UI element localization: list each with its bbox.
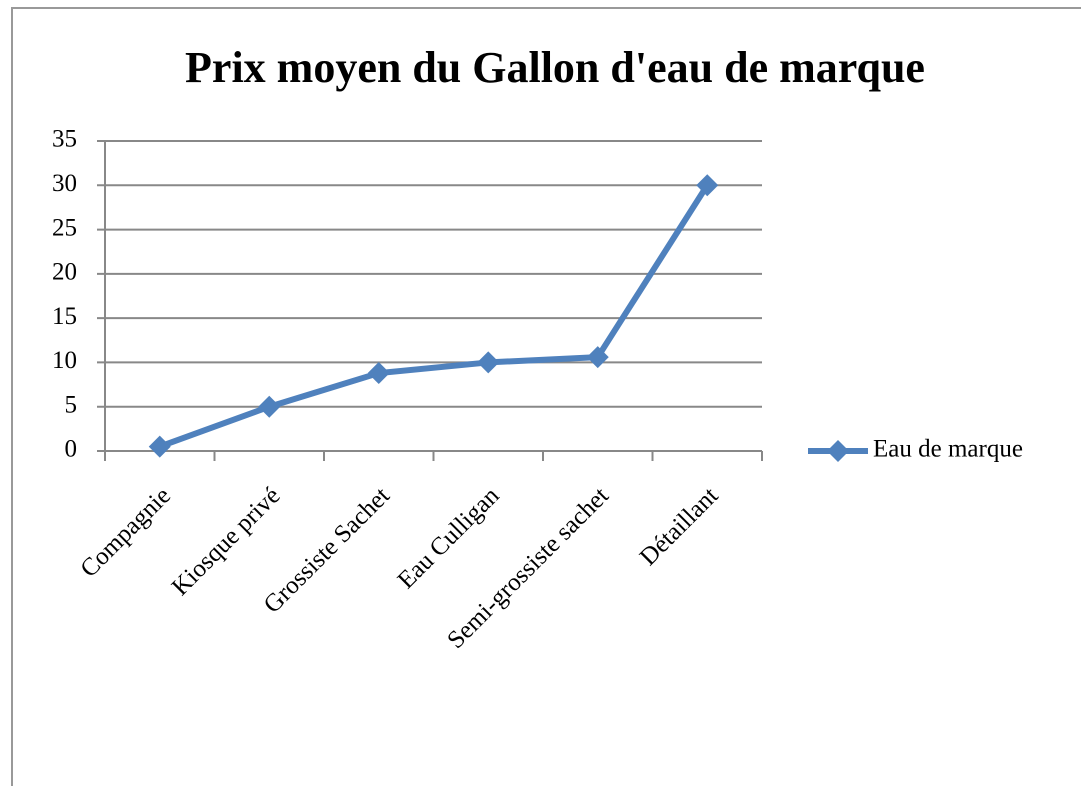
data-point [367, 362, 390, 385]
y-tick-label: 35 [52, 126, 77, 153]
y-tick-label: 20 [52, 259, 77, 286]
x-tick-label: Eau Culligan [393, 482, 505, 594]
data-point [586, 346, 609, 369]
chart-title: Prix moyen du Gallon d'eau de marque [185, 43, 925, 92]
x-tick-label: Kiosque privé [167, 482, 286, 601]
y-tick-label: 0 [65, 436, 78, 463]
x-tick-label: Détaillant [635, 482, 724, 571]
series-line [158, 183, 710, 450]
data-point [148, 435, 171, 458]
y-tick-label: 25 [52, 214, 77, 241]
y-tick-label: 5 [65, 391, 78, 418]
data-point [477, 351, 500, 374]
data-point [696, 174, 719, 197]
chart-border [11, 7, 1081, 786]
data-point [258, 395, 281, 418]
x-tick-label: Compagnie [75, 482, 176, 583]
y-tick-label: 10 [52, 347, 77, 374]
legend-label: Eau de marque [873, 436, 1023, 463]
y-tick-label: 15 [52, 303, 77, 330]
y-tick-label: 30 [52, 170, 77, 197]
legend-marker [827, 440, 849, 462]
